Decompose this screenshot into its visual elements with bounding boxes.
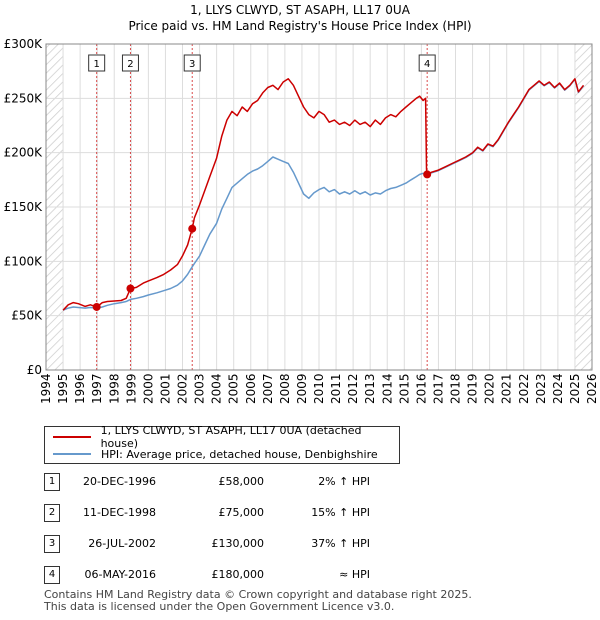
x-tick-label: 2000 bbox=[141, 373, 155, 404]
x-tick-label: 1995 bbox=[56, 373, 70, 404]
legend-swatch-blue bbox=[53, 453, 91, 455]
sale-price: £180,000 bbox=[211, 568, 265, 581]
x-tick-label: 2018 bbox=[449, 373, 463, 404]
sale-point bbox=[92, 302, 101, 311]
x-tick-label: 2015 bbox=[397, 373, 411, 404]
legend-item-price-paid: 1, LLYS CLWYD, ST ASAPH, LL17 0UA (detac… bbox=[53, 424, 399, 450]
x-tick-label: 2013 bbox=[363, 373, 377, 404]
table-row: 4 06-MAY-2016 £180,000 ≈ HPI bbox=[44, 566, 384, 584]
sale-marker-box bbox=[418, 54, 436, 72]
x-tick-label: 2021 bbox=[500, 373, 514, 404]
x-tick-label: 2014 bbox=[380, 373, 394, 404]
sale-marker-box bbox=[88, 54, 106, 72]
x-tick-label: 2009 bbox=[295, 373, 309, 404]
y-tick-label: £250K bbox=[4, 91, 44, 105]
x-tick-label: 2026 bbox=[585, 373, 599, 404]
x-tick-label: 2017 bbox=[431, 373, 445, 404]
legend-label: 1, LLYS CLWYD, ST ASAPH, LL17 0UA (detac… bbox=[100, 424, 362, 450]
sale-marker-label: 3 bbox=[189, 59, 195, 70]
sale-marker-label: 4 bbox=[424, 59, 430, 70]
sale-point bbox=[188, 224, 197, 233]
sale-number-badge: 3 bbox=[44, 535, 60, 553]
series-line bbox=[62, 78, 585, 311]
sale-marker-box bbox=[121, 54, 139, 72]
table-row: 2 11-DEC-1998 £75,000 15% ↑ HPI bbox=[44, 504, 384, 522]
x-tick-label: 1999 bbox=[124, 373, 138, 404]
x-tick-label: 1997 bbox=[90, 373, 104, 404]
x-tick-label: 2016 bbox=[414, 373, 428, 404]
table-row: 3 26-JUL-2002 £130,000 37% ↑ HPI bbox=[44, 535, 384, 553]
sale-marker-box bbox=[183, 54, 201, 72]
x-tick-label: 2004 bbox=[210, 373, 224, 404]
x-tick-label: 2020 bbox=[483, 373, 497, 404]
sale-date: 06-MAY-2016 bbox=[84, 568, 156, 581]
x-tick-label: 2022 bbox=[517, 373, 531, 404]
sale-point bbox=[423, 170, 432, 179]
x-tick-label: 2005 bbox=[227, 373, 241, 404]
footer-line: Contains HM Land Registry data © Crown c… bbox=[44, 588, 472, 601]
sale-point bbox=[126, 284, 135, 293]
x-tick-label: 2012 bbox=[346, 373, 360, 404]
sale-number-badge: 1 bbox=[44, 473, 60, 491]
sale-price: £75,000 bbox=[218, 506, 265, 519]
plot-border bbox=[45, 43, 593, 371]
footer-line: This data is licensed under the Open Gov… bbox=[44, 600, 395, 613]
sale-number-badge: 2 bbox=[44, 504, 60, 522]
x-tick-label: 2007 bbox=[261, 373, 275, 404]
sale-hpi-comparison: ≈ HPI bbox=[339, 568, 370, 581]
legend: 1, LLYS CLWYD, ST ASAPH, LL17 0UA (detac… bbox=[44, 424, 400, 464]
legend-swatch-red bbox=[53, 436, 91, 438]
y-tick-label: £100K bbox=[4, 254, 44, 268]
sale-price: £58,000 bbox=[218, 475, 265, 488]
legend-label: HPI: Average price, detached house, Denb… bbox=[101, 447, 378, 461]
chart-subtitle: Price paid vs. HM Land Registry's House … bbox=[128, 19, 471, 33]
x-tick-label: 2008 bbox=[278, 373, 292, 404]
y-tick-label: £0 bbox=[27, 363, 42, 377]
sale-marker-label: 2 bbox=[127, 59, 133, 70]
sale-hpi-comparison: 37% ↑ HPI bbox=[311, 537, 370, 550]
sale-marker-label: 1 bbox=[93, 59, 99, 70]
y-tick-label: £300K bbox=[4, 37, 44, 51]
sale-date: 26-JUL-2002 bbox=[88, 537, 156, 550]
sale-number-badge: 4 bbox=[44, 566, 60, 584]
x-tick-label: 2001 bbox=[158, 373, 172, 404]
x-tick-label: 2010 bbox=[312, 373, 326, 404]
sale-price: £130,000 bbox=[211, 537, 265, 550]
x-tick-label: 2003 bbox=[193, 373, 207, 404]
x-tick-label: 2006 bbox=[244, 373, 258, 404]
x-tick-label: 2023 bbox=[534, 373, 548, 404]
sale-date: 20-DEC-1996 bbox=[82, 475, 156, 488]
y-tick-label: £150K bbox=[4, 200, 44, 214]
y-tick-label: £200K bbox=[4, 146, 44, 160]
x-tick-label: 1998 bbox=[107, 373, 121, 404]
x-tick-label: 2011 bbox=[329, 373, 343, 404]
sale-hpi-comparison: 15% ↑ HPI bbox=[311, 506, 370, 519]
sale-date: 11-DEC-1998 bbox=[82, 506, 156, 519]
x-tick-label: 2002 bbox=[176, 373, 190, 404]
x-tick-label: 1996 bbox=[73, 373, 87, 404]
x-tick-label: 1994 bbox=[39, 373, 53, 404]
chart: 1, LLYS CLWYD, ST ASAPH, LL17 0UA Price … bbox=[4, 3, 599, 404]
y-tick-label: £50K bbox=[11, 309, 43, 323]
chart-title: 1, LLYS CLWYD, ST ASAPH, LL17 0UA bbox=[190, 3, 411, 17]
x-tick-label: 2019 bbox=[466, 373, 480, 404]
table-row: 1 20-DEC-1996 £58,000 2% ↑ HPI bbox=[44, 473, 384, 491]
x-tick-label: 2025 bbox=[568, 373, 582, 404]
legend-item-hpi: HPI: Average price, detached house, Denb… bbox=[53, 446, 378, 462]
x-tick-label: 2024 bbox=[551, 373, 565, 404]
footer-attribution: Contains HM Land Registry data © Crown c… bbox=[44, 589, 472, 613]
sale-hpi-comparison: 2% ↑ HPI bbox=[318, 475, 370, 488]
